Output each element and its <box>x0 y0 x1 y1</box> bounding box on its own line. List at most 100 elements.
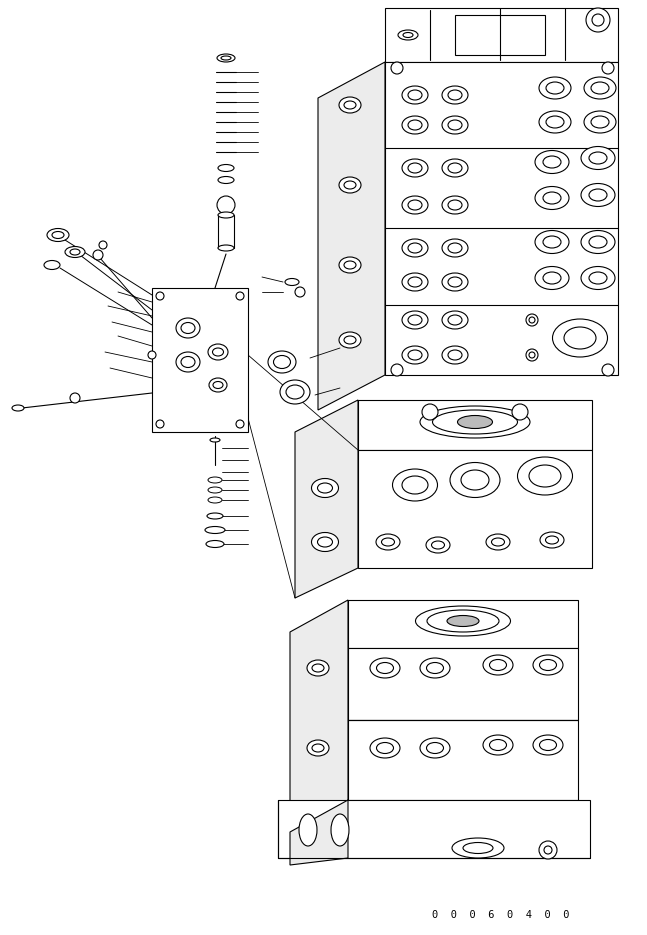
Circle shape <box>295 287 305 297</box>
Ellipse shape <box>311 533 338 552</box>
Ellipse shape <box>44 261 60 269</box>
Ellipse shape <box>420 738 450 758</box>
Ellipse shape <box>402 273 428 291</box>
Polygon shape <box>318 62 385 410</box>
Ellipse shape <box>217 54 235 62</box>
Ellipse shape <box>65 247 85 257</box>
Ellipse shape <box>533 735 563 755</box>
Ellipse shape <box>535 266 569 290</box>
Ellipse shape <box>47 228 69 241</box>
Ellipse shape <box>206 540 224 548</box>
Ellipse shape <box>581 231 615 253</box>
Circle shape <box>586 8 610 32</box>
Circle shape <box>602 62 614 74</box>
Ellipse shape <box>299 814 317 846</box>
Circle shape <box>526 349 538 361</box>
Ellipse shape <box>518 457 573 495</box>
Ellipse shape <box>452 838 504 858</box>
Ellipse shape <box>176 352 200 372</box>
Ellipse shape <box>402 196 428 214</box>
Ellipse shape <box>539 77 571 99</box>
Polygon shape <box>295 400 358 598</box>
Ellipse shape <box>535 151 569 174</box>
Polygon shape <box>385 8 618 62</box>
Ellipse shape <box>205 526 225 534</box>
Ellipse shape <box>442 196 468 214</box>
Ellipse shape <box>584 111 616 133</box>
Circle shape <box>391 62 403 74</box>
Ellipse shape <box>339 97 361 113</box>
Ellipse shape <box>420 406 530 438</box>
Ellipse shape <box>447 615 479 626</box>
Ellipse shape <box>402 86 428 104</box>
Ellipse shape <box>402 311 428 329</box>
Circle shape <box>156 420 164 428</box>
Ellipse shape <box>402 239 428 257</box>
Ellipse shape <box>581 147 615 169</box>
Ellipse shape <box>280 380 310 404</box>
Polygon shape <box>290 600 348 832</box>
Ellipse shape <box>207 513 223 519</box>
Polygon shape <box>290 800 348 865</box>
Circle shape <box>217 196 235 214</box>
Circle shape <box>70 393 80 403</box>
Polygon shape <box>348 720 578 800</box>
Ellipse shape <box>535 231 569 253</box>
Ellipse shape <box>339 177 361 193</box>
Polygon shape <box>385 62 618 375</box>
Ellipse shape <box>442 346 468 364</box>
Polygon shape <box>358 450 592 568</box>
Ellipse shape <box>176 318 200 338</box>
Circle shape <box>526 314 538 326</box>
Ellipse shape <box>581 266 615 290</box>
Ellipse shape <box>285 279 299 285</box>
Polygon shape <box>278 800 590 858</box>
Ellipse shape <box>376 534 400 550</box>
Ellipse shape <box>339 332 361 348</box>
Ellipse shape <box>420 658 450 678</box>
Ellipse shape <box>307 740 329 756</box>
Circle shape <box>93 250 103 260</box>
Ellipse shape <box>208 344 228 360</box>
Ellipse shape <box>442 116 468 134</box>
Ellipse shape <box>535 186 569 209</box>
Ellipse shape <box>218 212 234 218</box>
Ellipse shape <box>540 532 564 548</box>
Ellipse shape <box>483 655 513 675</box>
Ellipse shape <box>209 378 227 392</box>
Ellipse shape <box>402 159 428 177</box>
Circle shape <box>602 364 614 376</box>
Ellipse shape <box>584 77 616 99</box>
Ellipse shape <box>210 438 220 442</box>
Ellipse shape <box>581 183 615 207</box>
Ellipse shape <box>553 319 608 357</box>
Ellipse shape <box>339 257 361 273</box>
Ellipse shape <box>442 86 468 104</box>
Polygon shape <box>152 288 248 432</box>
Ellipse shape <box>370 658 400 678</box>
Ellipse shape <box>370 738 400 758</box>
Circle shape <box>422 404 438 420</box>
Ellipse shape <box>393 469 437 501</box>
Text: 0  0  0  6  0  4  0  0: 0 0 0 6 0 4 0 0 <box>432 910 569 920</box>
Circle shape <box>156 292 164 300</box>
Circle shape <box>148 351 156 359</box>
Ellipse shape <box>218 165 234 171</box>
Ellipse shape <box>218 245 234 251</box>
Circle shape <box>539 841 557 859</box>
Ellipse shape <box>402 346 428 364</box>
Ellipse shape <box>442 311 468 329</box>
Ellipse shape <box>539 111 571 133</box>
Ellipse shape <box>442 159 468 177</box>
Polygon shape <box>348 648 578 720</box>
Ellipse shape <box>398 30 418 40</box>
Ellipse shape <box>442 273 468 291</box>
Ellipse shape <box>12 405 24 411</box>
Circle shape <box>512 404 528 420</box>
Ellipse shape <box>442 239 468 257</box>
Ellipse shape <box>415 606 510 636</box>
Ellipse shape <box>331 814 349 846</box>
Ellipse shape <box>450 463 500 497</box>
Circle shape <box>236 292 244 300</box>
Ellipse shape <box>311 479 338 497</box>
